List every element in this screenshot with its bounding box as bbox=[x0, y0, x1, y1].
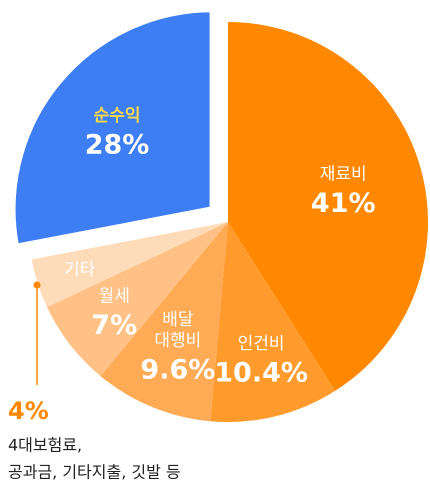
slice-label: 배달 대행비 bbox=[154, 310, 201, 351]
value-label: 10.4% bbox=[214, 358, 308, 389]
pie-slice bbox=[47, 222, 228, 377]
slice-label-line: 인건비 bbox=[238, 334, 285, 354]
slice-label: 순수익 bbox=[94, 106, 141, 126]
pie-slice bbox=[210, 222, 336, 422]
value-label: 41% bbox=[311, 188, 376, 219]
slice-label-line: 배달 bbox=[162, 310, 194, 330]
slice-label-line: 재료비 bbox=[320, 165, 367, 185]
slice-label-line: 기타 bbox=[64, 260, 96, 280]
slice-label-line: 대행비 bbox=[154, 331, 201, 351]
slice-label: 재료비 bbox=[320, 165, 367, 185]
annotation-text: 4대보험료, bbox=[8, 436, 82, 455]
slice-label: 기타 bbox=[64, 260, 96, 280]
pie-slice bbox=[31, 222, 229, 308]
value-label: 28% bbox=[85, 130, 150, 161]
slice-label-line: 순수익 bbox=[94, 106, 141, 126]
value-label: 7% bbox=[91, 310, 137, 341]
pie-slice bbox=[9, 6, 216, 250]
slice-label-line: 월세 bbox=[99, 286, 130, 306]
pie-slice bbox=[228, 22, 428, 391]
value-label: 9.6% bbox=[140, 355, 215, 386]
annotation-text: 공과금, 기타지출, 깃발 등 bbox=[8, 463, 181, 482]
slice-label: 월세 bbox=[99, 286, 130, 306]
annotation-value: 4% bbox=[8, 397, 49, 425]
slice-label: 인건비 bbox=[238, 334, 285, 354]
pie-slice bbox=[100, 222, 228, 422]
